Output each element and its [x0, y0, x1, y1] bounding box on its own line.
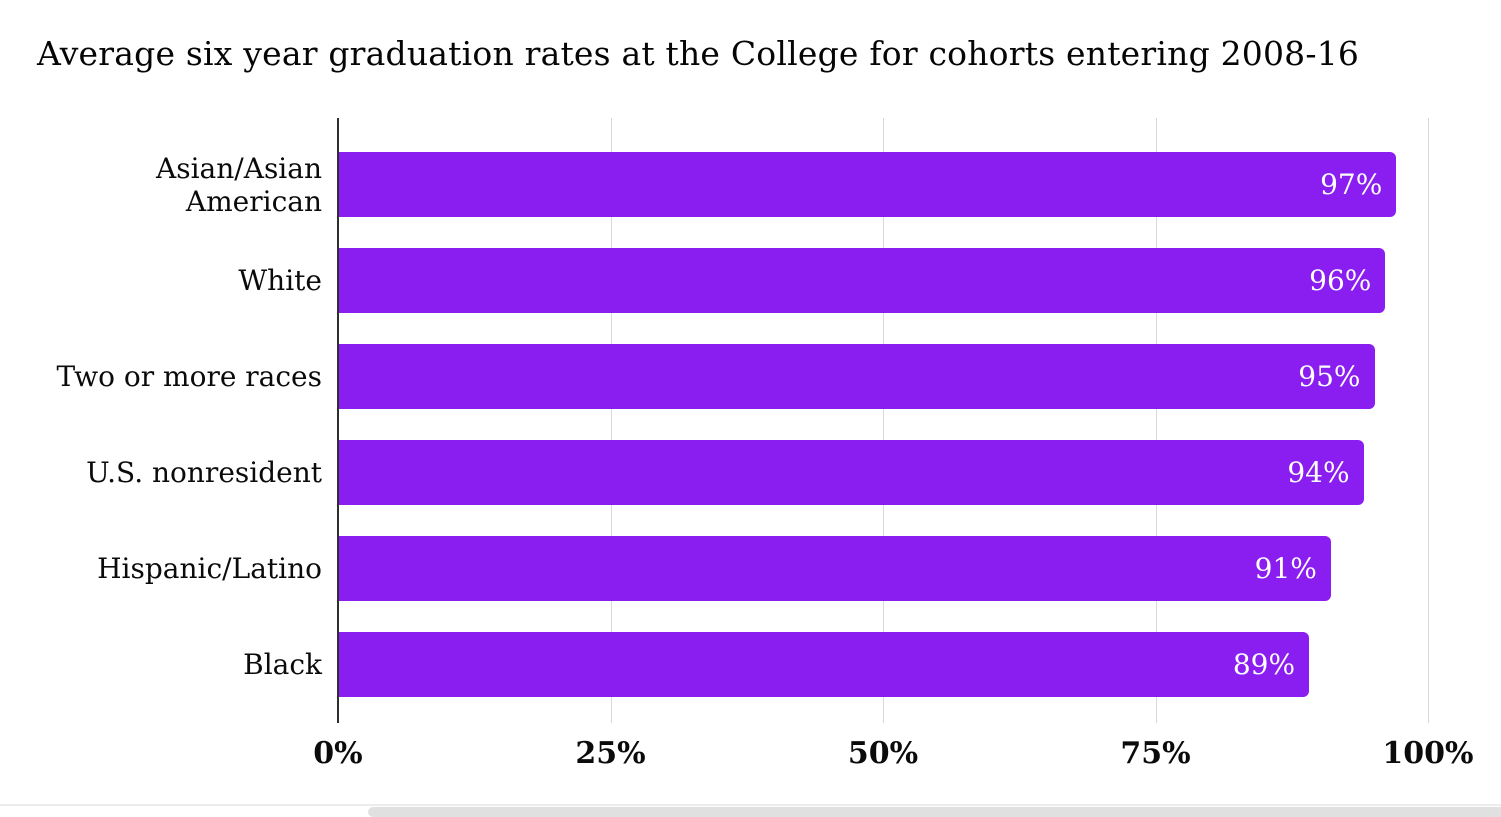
x-tick-label: 0%: [313, 736, 363, 771]
chart-title: Average six year graduation rates at the…: [37, 34, 1360, 73]
bar: 94%: [339, 440, 1364, 505]
x-axis: 0% 25% 50% 75% 100%: [313, 736, 1501, 780]
plot-area: Asian/Asian American 97% White 96% Two or mo…: [0, 118, 1501, 723]
bar-row: Two or more races 95%: [0, 344, 1501, 409]
y-axis-line: [337, 118, 339, 723]
category-label: Two or more races: [56, 360, 322, 393]
value-label: 94%: [1287, 456, 1350, 489]
category-label: White: [238, 264, 322, 297]
bar-row: Black 89%: [0, 632, 1501, 697]
gridline: [883, 118, 884, 723]
category-label: U.S. nonresident: [86, 456, 322, 489]
category-label: Asian/Asian American: [156, 151, 322, 218]
bar-row: White 96%: [0, 248, 1501, 313]
x-tick-label: 100%: [1382, 736, 1474, 771]
gridline: [610, 118, 612, 723]
x-tick-label: 50%: [847, 736, 919, 771]
gridline: [1155, 118, 1157, 723]
value-label: 97%: [1320, 168, 1383, 201]
value-label: 91%: [1254, 552, 1317, 585]
bar-row: U.S. nonresident 94%: [0, 440, 1501, 505]
category-label: Hispanic/Latino: [97, 552, 322, 585]
value-label: 89%: [1232, 648, 1296, 681]
bar: 96%: [339, 248, 1386, 313]
category-label: Black: [243, 648, 322, 681]
bar-row: Hispanic/Latino 91%: [0, 536, 1501, 601]
x-tick-label: 75%: [1120, 736, 1191, 771]
value-label: 95%: [1298, 360, 1361, 393]
x-tick-label: 25%: [575, 736, 646, 771]
value-label: 96%: [1309, 264, 1372, 297]
gridlines: [338, 118, 1501, 723]
bar: 91%: [339, 536, 1331, 601]
bar: 95%: [339, 344, 1375, 409]
bar: 89%: [339, 632, 1310, 697]
bar-row: Asian/Asian American 97%: [0, 151, 1501, 218]
horizontal-scrollbar-thumb[interactable]: [368, 807, 1501, 817]
bar: 97%: [339, 152, 1397, 217]
gridline: [1428, 118, 1429, 723]
bar-rows: Asian/Asian American 97% White 96% Two or mo…: [0, 118, 1501, 723]
horizontal-scrollbar-track[interactable]: [0, 804, 1501, 806]
